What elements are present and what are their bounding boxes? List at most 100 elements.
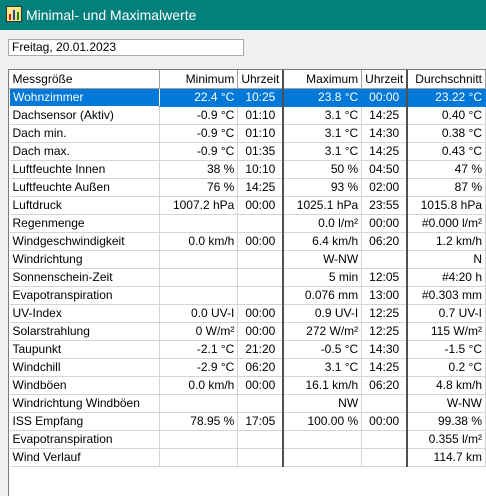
cell-maximum: 23.8 °C	[283, 88, 363, 107]
table-row[interactable]: Dachsensor (Aktiv) -0.9 °C 01:10 3.1 °C 14:2…	[9, 106, 486, 125]
cell-min-uhrzeit: 06:20	[237, 358, 285, 377]
cell-max-uhrzeit: 06:20	[361, 376, 409, 395]
cell-maximum: 3.1 °C	[283, 124, 363, 143]
cell-minimum: -0.9 °C	[159, 106, 239, 125]
cell-min-uhrzeit: 14:25	[237, 178, 285, 197]
values-grid[interactable]: Messgröße Minimum Uhrzeit Maximum Uhrzei…	[8, 69, 486, 496]
col-header-max-uhrzeit[interactable]: Uhrzeit	[361, 70, 409, 89]
cell-messgroesse: Solarstrahlung	[9, 322, 161, 341]
cell-durchschnitt: 87 %	[407, 178, 486, 197]
cell-max-uhrzeit: 14:25	[361, 358, 409, 377]
cell-max-uhrzeit	[361, 448, 409, 467]
cell-durchschnitt: #0.000 l/m²	[407, 214, 486, 233]
cell-durchschnitt: 0.38 °C	[407, 124, 486, 143]
cell-durchschnitt: 1.2 km/h	[407, 232, 486, 251]
cell-min-uhrzeit: 10:25	[237, 88, 285, 107]
table-row[interactable]: Luftfeuchte Innen 38 % 10:10 50 % 04:50 47 %	[9, 160, 486, 179]
cell-maximum: 5 min	[283, 268, 363, 287]
cell-maximum: 93 %	[283, 178, 363, 197]
cell-maximum	[283, 448, 363, 467]
cell-messgroesse: Evapotranspiration	[9, 286, 161, 305]
cell-minimum: 0 W/m²	[159, 322, 239, 341]
cell-min-uhrzeit: 00:00	[237, 232, 285, 251]
values-table: Messgröße Minimum Uhrzeit Maximum Uhrzei…	[9, 70, 486, 467]
app-chart-icon	[6, 6, 22, 22]
cell-durchschnitt: 0.43 °C	[407, 142, 486, 161]
table-row[interactable]: Wind Verlauf 114.7 km	[9, 448, 486, 467]
cell-minimum: 0.0 km/h	[159, 376, 239, 395]
cell-max-uhrzeit: 00:00	[361, 412, 409, 431]
cell-maximum: 100.00 %	[283, 412, 363, 431]
header-row: Messgröße Minimum Uhrzeit Maximum Uhrzei…	[9, 70, 486, 89]
table-row[interactable]: Luftfeuchte Außen 76 % 14:25 93 % 02:00 87 %	[9, 178, 486, 197]
cell-messgroesse: Sonnenschein-Zeit	[9, 268, 161, 287]
cell-messgroesse: Regenmenge	[9, 214, 161, 233]
cell-durchschnitt: 114.7 km	[407, 448, 486, 467]
cell-maximum: 0.9 UV-I	[283, 304, 363, 323]
cell-max-uhrzeit: 14:30	[361, 340, 409, 359]
cell-minimum: 1007.2 hPa	[159, 196, 239, 215]
cell-max-uhrzeit: 12:05	[361, 268, 409, 287]
cell-min-uhrzeit	[237, 286, 285, 305]
date-field[interactable]: Freitag, 20.01.2023	[8, 39, 244, 56]
cell-max-uhrzeit: 06:20	[361, 232, 409, 251]
cell-max-uhrzeit: 12:25	[361, 304, 409, 323]
table-row[interactable]: Windrichtung W-NW N	[9, 250, 486, 269]
cell-min-uhrzeit: 01:10	[237, 124, 285, 143]
cell-min-uhrzeit	[237, 394, 285, 413]
col-header-minimum[interactable]: Minimum	[159, 70, 239, 89]
table-row[interactable]: Regenmenge 0.0 l/m² 00:00 #0.000 l/m²	[9, 214, 486, 233]
cell-min-uhrzeit	[237, 268, 285, 287]
table-row[interactable]: Sonnenschein-Zeit 5 min 12:05 #4:20 h	[9, 268, 486, 287]
table-row[interactable]: Windgeschwindigkeit 0.0 km/h 00:00 6.4 km/h…	[9, 232, 486, 251]
cell-messgroesse: Luftfeuchte Innen	[9, 160, 161, 179]
cell-durchschnitt: 4.8 km/h	[407, 376, 486, 395]
table-row[interactable]: Dach max. -0.9 °C 01:35 3.1 °C 14:25 0.43 °C	[9, 142, 486, 161]
cell-minimum	[159, 448, 239, 467]
table-row[interactable]: Luftdruck 1007.2 hPa 00:00 1025.1 hPa 23:55 1…	[9, 196, 486, 215]
cell-durchschnitt: #4:20 h	[407, 268, 486, 287]
cell-durchschnitt: 1015.8 hPa	[407, 196, 486, 215]
cell-maximum: 0.0 l/m²	[283, 214, 363, 233]
table-row[interactable]: Wohnzimmer 22.4 °C 10:25 23.8 °C 00:00 23.22 …	[9, 87, 486, 107]
cell-messgroesse: Dach max.	[9, 142, 161, 161]
table-row[interactable]: UV-Index 0.0 UV-I 00:00 0.9 UV-I 12:25 0.7 UV…	[9, 304, 486, 323]
cell-max-uhrzeit: 13:00	[361, 286, 409, 305]
col-header-min-uhrzeit[interactable]: Uhrzeit	[237, 70, 285, 89]
cell-min-uhrzeit: 17:05	[237, 412, 285, 431]
cell-minimum: 76 %	[159, 178, 239, 197]
cell-durchschnitt: 0.40 °C	[407, 106, 486, 125]
table-row[interactable]: ISS Empfang 78.95 % 17:05 100.00 % 00:00 99.3…	[9, 412, 486, 431]
cell-messgroesse: Wind Verlauf	[9, 448, 161, 467]
cell-durchschnitt: 47 %	[407, 160, 486, 179]
col-header-messgroesse[interactable]: Messgröße	[9, 70, 161, 89]
table-row[interactable]: Dach min. -0.9 °C 01:10 3.1 °C 14:30 0.38 °C	[9, 124, 486, 143]
table-row[interactable]: Windböen 0.0 km/h 00:00 16.1 km/h 06:20 4.8 k…	[9, 376, 486, 395]
cell-min-uhrzeit	[237, 448, 285, 467]
cell-durchschnitt: -1.5 °C	[407, 340, 486, 359]
cell-maximum	[283, 430, 363, 449]
cell-durchschnitt: 99.38 %	[407, 412, 486, 431]
cell-minimum: 0.0 UV-I	[159, 304, 239, 323]
table-row[interactable]: Taupunkt -2.1 °C 21:20 -0.5 °C 14:30 -1.5 °C	[9, 340, 486, 359]
col-header-maximum[interactable]: Maximum	[283, 70, 363, 89]
table-row[interactable]: Evapotranspiration 0.355 l/m²	[9, 430, 486, 449]
table-row[interactable]: Windchill -2.9 °C 06:20 3.1 °C 14:25 0.2 °C	[9, 358, 486, 377]
cell-minimum	[159, 268, 239, 287]
cell-min-uhrzeit: 21:20	[237, 340, 285, 359]
cell-min-uhrzeit	[237, 214, 285, 233]
cell-minimum: 22.4 °C	[159, 88, 239, 107]
table-row[interactable]: Evapotranspiration 0.076 mm 13:00 #0.303 mm	[9, 286, 486, 305]
cell-messgroesse: Wohnzimmer	[9, 87, 161, 107]
cell-durchschnitt: 0.7 UV-I	[407, 304, 486, 323]
cell-maximum: 50 %	[283, 160, 363, 179]
cell-min-uhrzeit: 01:35	[237, 142, 285, 161]
table-row[interactable]: Windrichtung Windböen NW W-NW	[9, 394, 486, 413]
cell-maximum: 6.4 km/h	[283, 232, 363, 251]
cell-max-uhrzeit	[361, 430, 409, 449]
cell-min-uhrzeit: 01:10	[237, 106, 285, 125]
cell-maximum: W-NW	[283, 250, 363, 269]
cell-max-uhrzeit: 00:00	[361, 214, 409, 233]
col-header-durchschnitt[interactable]: Durchschnitt	[407, 70, 486, 89]
table-row[interactable]: Solarstrahlung 0 W/m² 00:00 272 W/m² 12:25 11…	[9, 322, 486, 341]
